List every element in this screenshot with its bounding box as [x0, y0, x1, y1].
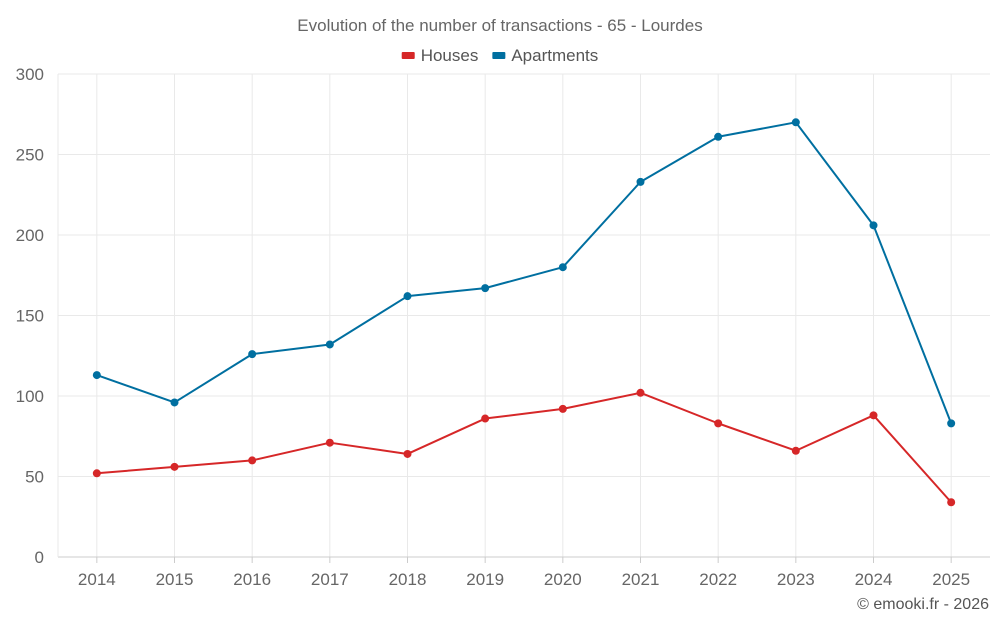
data-point[interactable] — [791, 446, 800, 455]
data-point[interactable] — [558, 404, 567, 413]
data-point[interactable] — [869, 411, 878, 420]
data-point[interactable] — [481, 284, 490, 293]
legend-item-houses[interactable]: Houses — [401, 46, 479, 65]
x-tick-label: 2022 — [699, 570, 737, 589]
data-point[interactable] — [325, 340, 334, 349]
series-line — [96, 121, 953, 424]
x-tick-label: 2023 — [777, 570, 815, 589]
x-tick-label: 2020 — [544, 570, 582, 589]
y-tick-label: 200 — [16, 226, 44, 245]
y-tick-label: 300 — [16, 65, 44, 84]
y-tick-label: 150 — [16, 307, 44, 326]
data-point[interactable] — [947, 498, 956, 507]
y-tick-label: 250 — [16, 146, 44, 165]
legend: Houses Apartments — [401, 46, 598, 65]
data-point[interactable] — [714, 132, 723, 141]
y-tick-label: 50 — [25, 468, 44, 487]
data-point[interactable] — [714, 419, 723, 428]
legend-swatch — [492, 52, 506, 59]
x-tick-label: 2014 — [78, 570, 116, 589]
data-point[interactable] — [170, 398, 179, 407]
x-tick-label: 2018 — [389, 570, 427, 589]
legend-swatch — [401, 52, 415, 59]
data-point[interactable] — [636, 177, 645, 186]
data-point[interactable] — [403, 449, 412, 458]
series-layer — [92, 118, 956, 507]
axes: 0 50 100 150 200 250 300 2014 2015 2016 2017 2018 20… — [16, 65, 990, 589]
series-houses — [92, 388, 956, 507]
data-point[interactable] — [558, 263, 567, 272]
y-tick-label: 100 — [16, 387, 44, 406]
data-point[interactable] — [92, 371, 101, 380]
data-point[interactable] — [170, 462, 179, 471]
credit-text: © emooki.fr - 2026 — [857, 596, 989, 613]
x-tick-label: 2025 — [932, 570, 970, 589]
data-point[interactable] — [636, 388, 645, 397]
data-point[interactable] — [481, 414, 490, 423]
chart-title: Evolution of the number of transactions … — [297, 16, 702, 35]
x-tick-label: 2016 — [233, 570, 271, 589]
legend-label: Houses — [421, 46, 479, 65]
y-tick-label: 0 — [35, 548, 44, 567]
legend-label: Apartments — [511, 46, 598, 65]
x-tick-label: 2024 — [855, 570, 893, 589]
data-point[interactable] — [248, 456, 257, 465]
x-tick-label: 2017 — [311, 570, 349, 589]
series-line — [96, 391, 952, 503]
grid-lines — [58, 73, 990, 557]
x-tick-label: 2015 — [156, 570, 194, 589]
legend-item-apartments[interactable]: Apartments — [492, 46, 598, 65]
x-tick-label: 2021 — [622, 570, 660, 589]
data-point[interactable] — [92, 469, 101, 478]
data-point[interactable] — [869, 221, 878, 230]
data-point[interactable] — [947, 419, 956, 428]
series-apartments — [92, 118, 956, 428]
data-point[interactable] — [791, 118, 800, 127]
x-tick-label: 2019 — [466, 570, 504, 589]
data-point[interactable] — [248, 350, 257, 359]
data-point[interactable] — [403, 292, 412, 301]
data-point[interactable] — [325, 438, 334, 447]
